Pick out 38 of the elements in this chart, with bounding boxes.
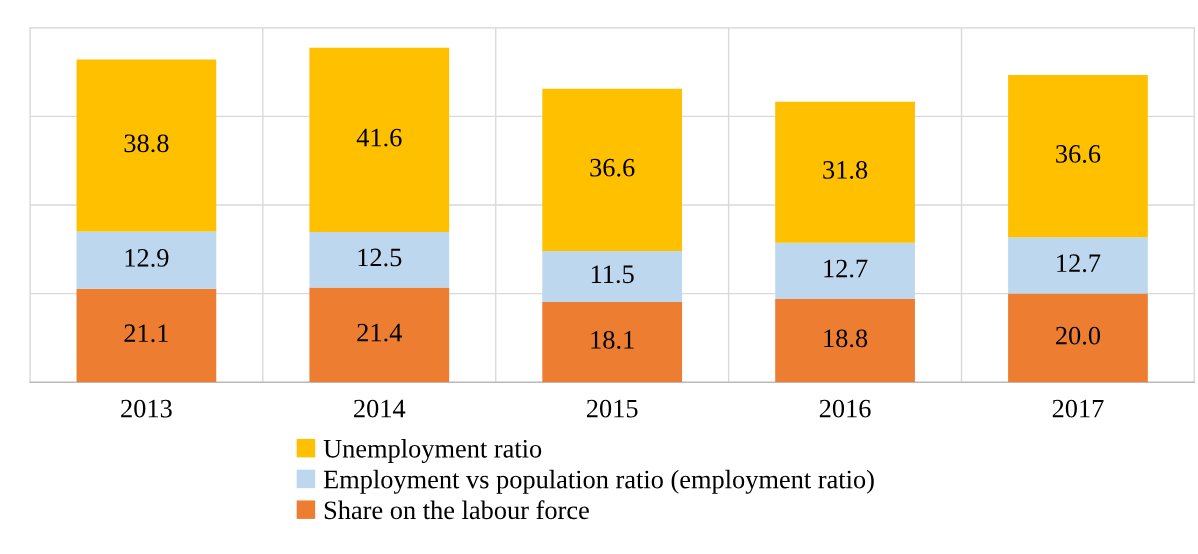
data-label: 38.8 — [124, 134, 169, 153]
x-tick-label: 2014 — [354, 399, 406, 418]
legend-label: Share on the labour force — [324, 500, 589, 520]
bar — [76, 231, 217, 289]
data-label: 18.1 — [591, 330, 634, 349]
bar — [76, 288, 217, 383]
data-label: 36.6 — [1056, 145, 1101, 163]
bar — [775, 101, 915, 243]
data-label: 12.7 — [824, 259, 868, 278]
bar — [542, 302, 683, 383]
data-label: 31.8 — [823, 160, 868, 179]
x-tick-label: 2016 — [819, 399, 871, 418]
legend-label: Employment vs population ratio (employment ratio) — [323, 469, 874, 494]
data-label: 18.8 — [824, 329, 868, 348]
x-tick-label: 2013 — [121, 399, 172, 418]
data-label: 41.6 — [356, 128, 402, 147]
bar — [542, 88, 683, 252]
bar — [309, 287, 450, 383]
data-label: 20.0 — [1056, 326, 1101, 345]
bar — [1008, 293, 1148, 383]
bar — [1008, 237, 1148, 294]
bar — [309, 232, 450, 288]
data-label: 21.1 — [124, 324, 168, 343]
data-label: 12.5 — [358, 248, 402, 267]
data-label: 12.7 — [1057, 254, 1101, 273]
bar — [775, 242, 915, 299]
data-label: 36.6 — [590, 158, 635, 177]
data-label: 12.9 — [125, 249, 169, 267]
bar — [775, 298, 915, 383]
x-tick-label: 2015 — [586, 399, 638, 418]
x-tick-label: 2017 — [1052, 399, 1104, 418]
bar — [76, 59, 217, 232]
data-label: 11.5 — [591, 265, 634, 284]
bar — [309, 47, 450, 233]
data-label: 21.4 — [357, 323, 402, 342]
legend-label: Unemployment ratio — [323, 439, 542, 464]
bar — [1008, 75, 1148, 238]
bar — [542, 251, 683, 303]
